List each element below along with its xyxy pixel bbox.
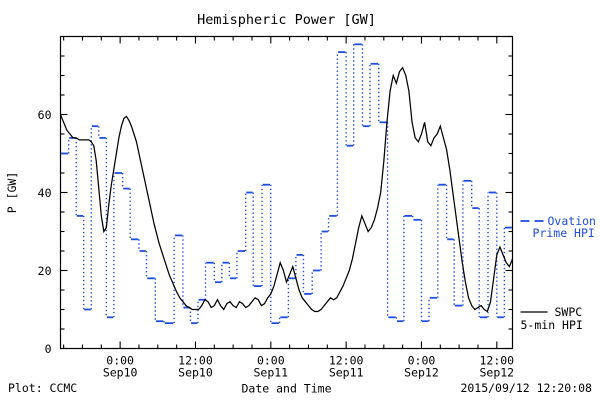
x-tick-label-time: 0:00 [408,354,436,368]
timestamp: 2015/09/12 12:20:08 [460,381,592,395]
legend-label-swpc-line2: 5-min HPI [521,318,583,332]
y-axis-label: P [GW] [5,172,19,214]
x-tick-label-time: 12:00 [329,354,364,368]
y-tick-label: 20 [38,264,52,278]
x-tick-label-time: 0:00 [106,354,134,368]
chart-title: Hemispheric Power [GW] [197,12,376,28]
x-tick-label-date: Sep12 [479,366,514,380]
legend-label-swpc-line1: SWPC [555,305,583,319]
legend-label-ovation-line1: Ovation [548,214,596,228]
x-tick-label-date: Sep10 [178,366,213,380]
x-tick-label-date: Sep10 [103,366,138,380]
series-ovation-prime-hpi [61,43,512,325]
y-tick-label: 0 [45,342,52,356]
x-tick-label-date: Sep11 [329,366,364,380]
plot-credit: Plot: CCMC [8,381,77,395]
y-tick-label: 60 [38,108,52,122]
x-tick-label-time: 0:00 [257,354,285,368]
x-tick-label-date: Sep11 [253,366,288,380]
legend-label-ovation-line2: Prime HPI [533,226,595,240]
x-tick-label-date: Sep12 [404,366,439,380]
plot-frame [59,35,514,350]
x-tick-label-time: 12:00 [479,354,514,368]
y-tick-label: 40 [38,186,52,200]
x-tick-label-time: 12:00 [178,354,213,368]
x-axis-label: Date and Time [241,382,331,396]
series-swpc-5min-hpi [60,66,513,313]
